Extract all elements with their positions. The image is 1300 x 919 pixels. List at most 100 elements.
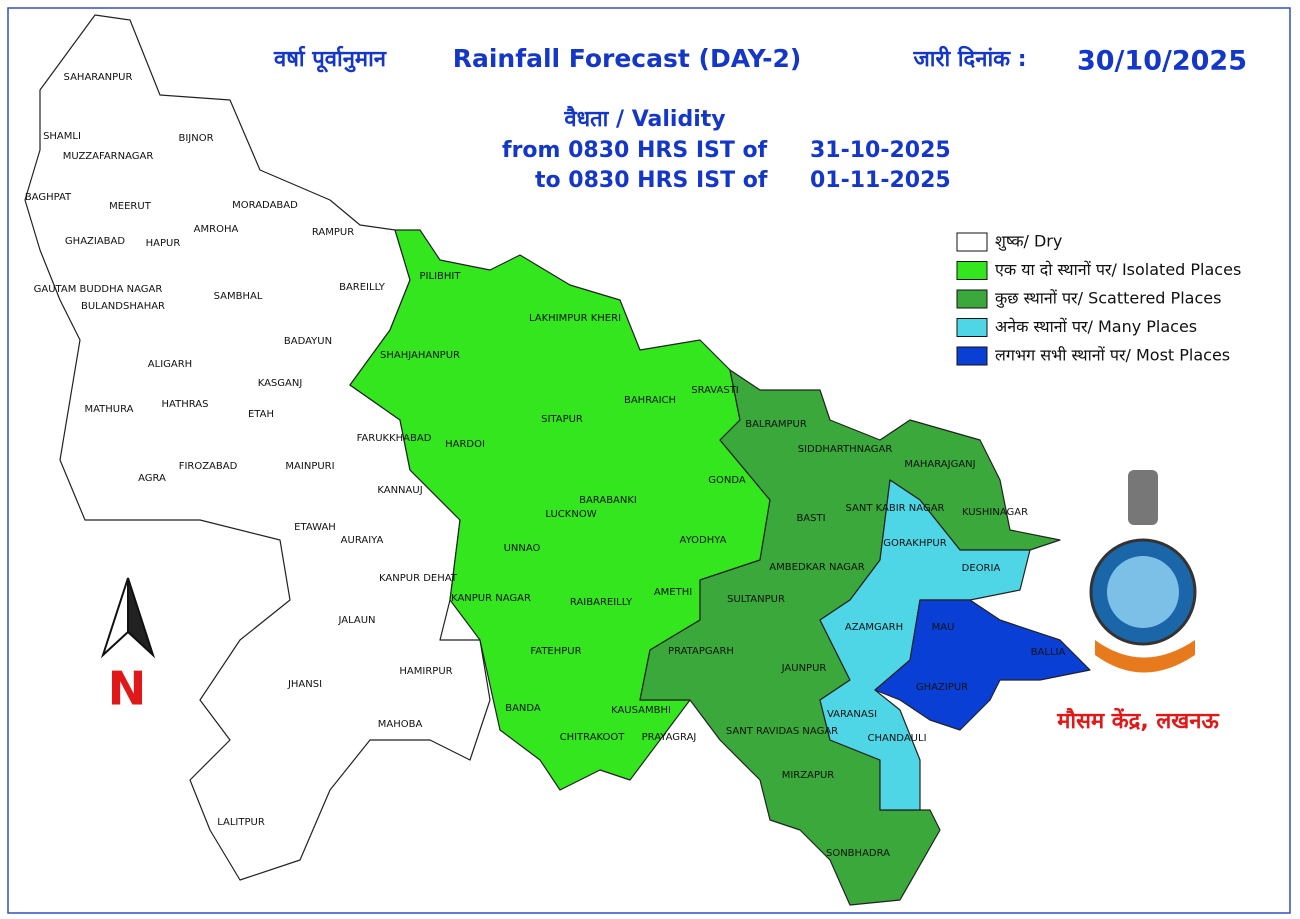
legend-label: कुछ स्थानों पर/ Scattered Places [995, 289, 1221, 309]
emblem-ribbon [1095, 640, 1195, 673]
legend: शुष्क/ Dry एक या दो स्थानों पर/ Isolated … [956, 232, 1241, 366]
district-label: KANNAUJ [377, 485, 422, 496]
district-label: BAHRAICH [624, 395, 676, 406]
most-region [874, 599, 1091, 731]
district-label: AMBEDKAR NAGAR [769, 562, 864, 573]
district-label: KUSHINAGAR [962, 507, 1028, 518]
district-label: FATEHPUR [530, 646, 581, 657]
district-label: AYODHYA [680, 535, 727, 546]
district-label: AZAMGARH [845, 622, 903, 633]
district-label: CHITRAKOOT [560, 732, 626, 743]
district-label: HAMIRPUR [399, 666, 452, 677]
district-label: BARABANKI [579, 495, 637, 506]
district-label: VARANASI [827, 709, 877, 720]
district-label: GHAZIABAD [65, 236, 125, 247]
district-label: FARUKKHABAD [357, 433, 432, 444]
legend-swatch [956, 289, 988, 309]
district-label: CHANDAULI [867, 733, 926, 744]
district-label: MAHARAJGANJ [904, 459, 975, 470]
legend-label: शुष्क/ Dry [995, 232, 1062, 252]
validity-label: वैधता / Validity [563, 105, 725, 132]
emblem-globe [1107, 556, 1179, 628]
district-label: SONBHADRA [826, 848, 890, 859]
district-label: JAUNPUR [781, 663, 827, 674]
district-label: BADAYUN [284, 336, 332, 347]
district-label: BAREILLY [339, 282, 386, 293]
district-label: AMETHI [654, 587, 692, 598]
district-labels: SAHARANPUR SHAMLI BIJNOR MUZZAFARNAGAR BAGHP… [25, 72, 1066, 859]
district-label: SULTANPUR [727, 594, 785, 605]
imd-emblem [1089, 470, 1197, 673]
issue-date: 30/10/2025 [1077, 46, 1247, 77]
district-label: HARDOI [445, 439, 485, 450]
district-label: SIDDHARTHNAGAR [798, 444, 893, 455]
district-label: UNNAO [504, 543, 541, 554]
district-label: SITAPUR [541, 414, 583, 425]
district-label: MEERUT [109, 201, 152, 212]
district-label: LALITPUR [217, 817, 265, 828]
district-label: BIJNOR [178, 133, 213, 144]
district-label: KASGANJ [258, 378, 303, 389]
north-label: N [108, 662, 147, 716]
from-label: from 0830 HRS IST of [502, 138, 768, 163]
district-label: SANT KABIR NAGAR [846, 503, 945, 514]
north-arrow-right [127, 577, 156, 659]
title: Rainfall Forecast (DAY-2) [453, 44, 802, 73]
from-date: 31-10-2025 [810, 138, 951, 163]
legend-swatch [956, 318, 988, 337]
district-label: JALAUN [337, 615, 375, 626]
district-label: MIRZAPUR [782, 770, 835, 781]
district-label: SHAMLI [43, 131, 81, 142]
district-label: DEORIA [962, 563, 1001, 574]
many-region [819, 479, 1031, 811]
district-label: KANPUR DEHAT [379, 573, 458, 584]
district-label: HAPUR [146, 238, 181, 249]
legend-swatch [956, 261, 988, 280]
district-label: AMROHA [194, 224, 239, 235]
district-label: SAMBHAL [214, 291, 263, 302]
district-label: GHAZIPUR [916, 682, 968, 693]
district-label: AGRA [138, 473, 166, 484]
emblem-lions [1128, 470, 1158, 525]
to-date: 01-11-2025 [810, 168, 951, 193]
district-label: FIROZABAD [179, 461, 238, 472]
district-label: MAINPURI [285, 461, 334, 472]
district-label: BANDA [505, 703, 541, 714]
title-hindi: वर्षा पूर्वानुमान [273, 45, 387, 73]
district-label: MAU [932, 622, 955, 633]
district-label: MUZZAFARNAGAR [63, 151, 154, 162]
district-label: HATHRAS [162, 399, 209, 410]
district-label: MAHOBA [378, 719, 423, 730]
district-label: BULANDSHAHAR [81, 301, 165, 312]
district-label: KANPUR NAGAR [451, 593, 531, 604]
district-label: MORADABAD [232, 200, 298, 211]
district-label: RAIBAREILLY [570, 597, 633, 608]
district-label: KAUSAMBHI [611, 705, 671, 716]
district-label: JHANSI [287, 679, 322, 690]
district-label: GONDA [708, 475, 746, 486]
district-label: SAHARANPUR [64, 72, 133, 83]
district-label: SRAVASTI [691, 385, 739, 396]
legend-swatch [956, 232, 988, 252]
district-label: PILIBHIT [420, 271, 462, 282]
district-label: PRAYAGRAJ [642, 732, 697, 743]
district-label: BALRAMPUR [745, 419, 807, 430]
district-label: BAGHPAT [25, 192, 72, 203]
district-label: SANT RAVIDAS NAGAR [726, 726, 838, 737]
district-label: AURAIYA [341, 535, 384, 546]
office-name: मौसम केंद्र, लखनऊ [1056, 707, 1219, 734]
district-label: GAUTAM BUDDHA NAGAR [34, 284, 163, 295]
district-label: SHAHJAHANPUR [380, 350, 460, 361]
district-label: PRATAPGARH [668, 646, 734, 657]
to-label: to 0830 HRS IST of [535, 168, 768, 193]
district-label: ALIGARH [148, 359, 192, 370]
district-label: LAKHIMPUR KHERI [529, 313, 621, 324]
district-label: MATHURA [84, 404, 133, 415]
regions [24, 14, 1091, 906]
legend-label: लगभग सभी स्थानों पर/ Most Places [995, 346, 1230, 365]
legend-label: अनेक स्थानों पर/ Many Places [995, 317, 1197, 336]
legend-swatch [956, 346, 988, 366]
legend-label: एक या दो स्थानों पर/ Isolated Places [995, 260, 1241, 279]
district-label: ETAWAH [294, 522, 336, 533]
